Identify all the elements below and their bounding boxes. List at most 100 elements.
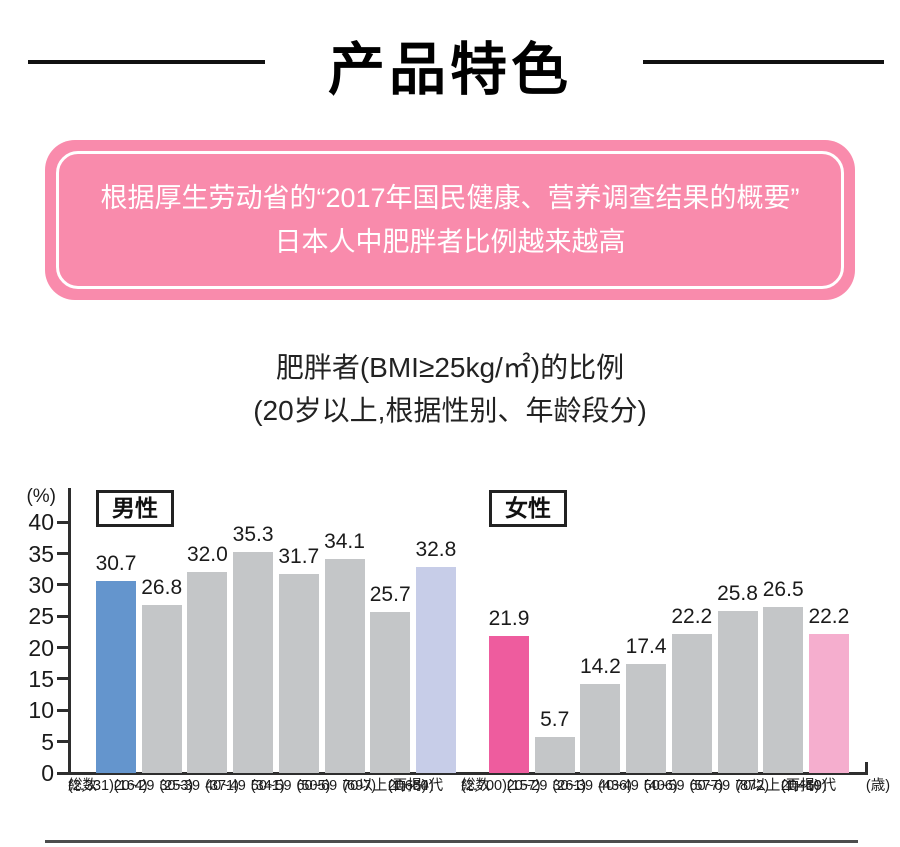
y-axis-line: [68, 488, 71, 773]
chart-title-line-1: 肥胖者(BMI≥25kg/㎡)的比例: [275, 352, 625, 383]
y-tick: [57, 677, 70, 681]
x-label-line: 50~59: [643, 778, 685, 794]
bar: [141, 604, 182, 773]
x-label-line: (1,634): [387, 778, 434, 794]
bar: [671, 633, 712, 773]
banner-inner-border: [56, 151, 844, 289]
bar: [580, 683, 621, 773]
y-tick: [57, 583, 70, 587]
y-tick-label: 30: [28, 571, 54, 598]
info-banner: 根据厚生劳动省的“2017年国民健康、营养调查结果的概要” 日本人中肥胖者比例越…: [45, 140, 855, 300]
bar-value-label: 26.8: [141, 575, 183, 599]
bar-value-label: 5.7: [540, 708, 570, 732]
bar: [534, 737, 575, 773]
y-tick: [57, 646, 70, 650]
bar-value-label: 25.8: [717, 582, 758, 606]
x-label-line: 20~60代: [387, 778, 444, 794]
y-axis-unit-label: (%): [26, 486, 56, 507]
x-label-line: (436): [598, 778, 632, 794]
x-label-line: (2,700): [461, 778, 507, 794]
x-label-line: 20~29: [506, 778, 548, 794]
x-label-line: 40~49: [205, 778, 246, 794]
bar-chart: (%) 0 5 10 15 20 25 30 35 40 男性 30.7 総数 (2,331) 26.8 20…: [0, 460, 900, 840]
x-label-line: (2,331): [68, 778, 114, 794]
banner-line-1: 根据厚生劳动省的“2017年国民健康、营养调查结果的概要”: [100, 183, 800, 213]
y-tick-label: 10: [28, 697, 54, 724]
y-tick: [57, 552, 70, 556]
banner-line-2: 日本人中肥胖者比例越来越高: [274, 227, 626, 257]
x-label-line: (406): [643, 778, 678, 794]
y-tick: [57, 520, 70, 524]
bar-value-label: 32.8: [415, 538, 457, 562]
x-label-line: 50~59: [250, 778, 292, 794]
x-label-line: 20~29: [113, 778, 155, 794]
x-label-line: (1,419): [780, 778, 827, 794]
x-label-line: (505): [296, 778, 331, 794]
bar: [324, 559, 365, 773]
bar-value-label: 22.2: [671, 604, 713, 628]
x-label-line: 70以上: [342, 778, 388, 794]
bar-value-label: 22.2: [808, 604, 850, 628]
bar-value-label: 17.4: [625, 634, 667, 658]
y-tick: [57, 771, 70, 775]
x-label-line: (157): [506, 778, 541, 794]
x-label-line: 60~69: [689, 778, 731, 794]
bar: [233, 551, 274, 773]
x-axis-end-tick: [865, 762, 868, 773]
bar-value-label: 31.7: [278, 545, 320, 569]
bar-value-label: 25.7: [369, 582, 411, 606]
y-tick-label: 15: [28, 665, 54, 692]
bar: [278, 574, 319, 773]
x-label-line: (再掲): [780, 778, 820, 794]
x-label-line: 40~49: [598, 778, 639, 794]
bottom-divider: [45, 840, 858, 843]
bar-value-label: 14.2: [579, 654, 621, 678]
bar: [489, 635, 529, 773]
header-divider-left: [28, 60, 265, 64]
y-tick: [57, 614, 70, 618]
x-label-line: 70以上: [735, 778, 781, 794]
x-label-line: (164): [113, 778, 148, 794]
x-label-line: (253): [159, 778, 194, 794]
x-label-line: (577): [689, 778, 724, 794]
bar: [96, 580, 136, 773]
bar-value-label: 21.9: [488, 606, 530, 630]
y-tick: [57, 740, 70, 744]
bar-value-label: 30.7: [95, 551, 137, 575]
bar-value-label: 32.0: [186, 543, 228, 567]
x-label-line: (261): [552, 778, 587, 794]
bar: [808, 633, 849, 773]
chart-title: 肥胖者(BMI≥25kg/㎡)的比例 (20岁以上,根据性别、年龄段分): [0, 346, 900, 432]
page-title: 产品特色: [328, 38, 572, 102]
x-label-line: (再掲): [387, 778, 427, 794]
bar-value-label: 34.1: [324, 530, 365, 554]
header-divider-right: [643, 60, 884, 64]
bar-value-label: 26.5: [762, 577, 804, 601]
bar: [187, 572, 228, 773]
bar: [626, 663, 667, 773]
bar-value-label: 35.3: [232, 522, 274, 546]
x-label-line: 60~69: [296, 778, 338, 794]
y-tick-label: 25: [28, 603, 54, 630]
y-tick-label: 20: [28, 634, 54, 661]
bar: [370, 611, 411, 773]
chart-title-line-2: (20岁以上,根据性别、年龄段分): [253, 395, 647, 426]
bar: [415, 567, 456, 773]
x-axis-line: [68, 771, 868, 775]
bar: [717, 611, 758, 773]
y-tick: [57, 708, 70, 712]
y-tick-label: 0: [41, 760, 54, 786]
x-label-line: (371): [205, 778, 239, 794]
group-label-male: 男性: [96, 490, 174, 527]
y-tick-label: 5: [41, 728, 54, 755]
bar: [763, 606, 804, 773]
group-label-female: 女性: [489, 490, 567, 527]
x-label-line: 30~39: [552, 778, 594, 794]
y-tick-label: 35: [28, 540, 54, 567]
x-label-line: 総数: [68, 778, 97, 794]
x-label-line: 20~60代: [780, 778, 837, 794]
x-label-line: 30~39: [159, 778, 201, 794]
x-axis-unit-label: (歳): [865, 778, 891, 794]
x-label-line: 総数: [461, 778, 490, 794]
x-label-line: (697): [342, 778, 377, 794]
